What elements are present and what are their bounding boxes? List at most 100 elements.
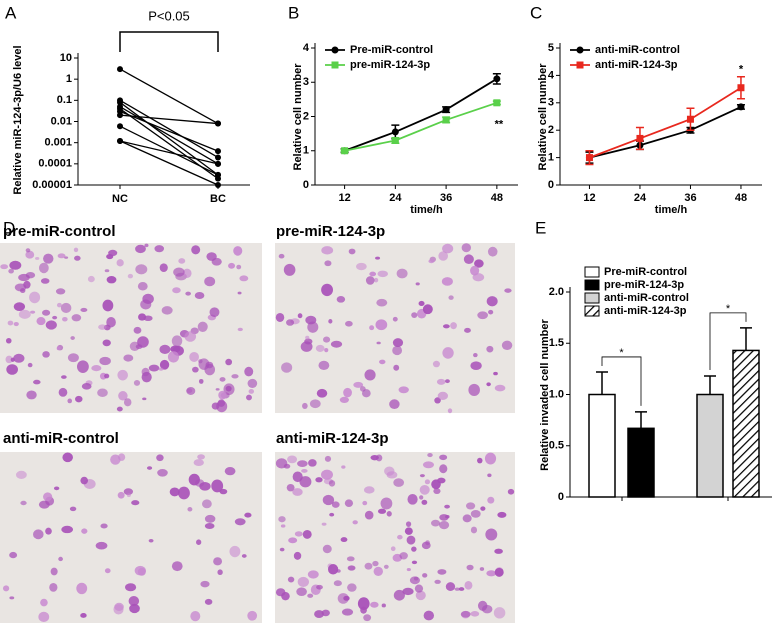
cell (275, 312, 285, 322)
cell (13, 302, 26, 311)
legend-label: Pre-miR-control (604, 266, 687, 278)
cell (158, 367, 164, 371)
cell (281, 362, 293, 373)
cell (297, 576, 309, 587)
y-tick-label: 0.001 (44, 137, 72, 149)
cell (36, 317, 46, 326)
cell (439, 454, 448, 461)
cell (406, 535, 416, 545)
cell (421, 499, 428, 505)
cell (293, 551, 302, 560)
cell (102, 339, 111, 347)
cell (6, 364, 18, 375)
point (737, 103, 745, 111)
cell (297, 460, 308, 467)
cell (463, 254, 474, 264)
cell (237, 291, 242, 295)
cell (458, 587, 465, 591)
cell (324, 348, 329, 353)
legend-swatch (584, 292, 600, 304)
cell (375, 454, 383, 462)
cell (80, 476, 89, 485)
cell (474, 259, 484, 268)
annotation: ** (495, 119, 504, 131)
cell (494, 384, 506, 392)
cell (80, 613, 87, 618)
x-tick-label: 36 (440, 192, 452, 204)
cell (357, 597, 370, 610)
cell (494, 567, 504, 577)
cell (171, 561, 183, 572)
cell (439, 464, 448, 474)
cell (247, 610, 258, 621)
cell (386, 511, 392, 517)
cell (95, 541, 108, 550)
cell (297, 313, 303, 319)
cell (204, 363, 216, 376)
cell (191, 245, 201, 255)
micrograph (275, 452, 515, 623)
x-tick-label: BC (210, 193, 226, 205)
panel-label: C (530, 3, 542, 22)
cell (102, 299, 114, 312)
bar (588, 393, 616, 498)
cell (126, 493, 131, 498)
cell (347, 565, 356, 571)
cell (370, 601, 379, 608)
cell (454, 587, 460, 591)
cell (324, 455, 332, 462)
cell (437, 569, 447, 575)
cell (307, 570, 319, 579)
point (737, 84, 745, 92)
cell (138, 313, 147, 321)
y-tick-label: 0.1 (57, 94, 72, 106)
cell (247, 378, 258, 388)
cell (307, 593, 314, 598)
cell (321, 283, 334, 297)
cell (362, 500, 368, 506)
cell (439, 520, 450, 530)
cell (445, 515, 450, 519)
cell (336, 296, 346, 303)
cell (67, 398, 73, 404)
y-tick-label: 3 (548, 97, 554, 109)
cell (35, 257, 40, 260)
cell (486, 296, 498, 307)
cell (450, 322, 457, 330)
cell (161, 306, 173, 315)
point (585, 154, 593, 162)
pair-line (119, 99, 219, 159)
cell (27, 362, 33, 368)
cell (477, 311, 488, 320)
cell (428, 259, 435, 264)
y-tick-label: 1 (66, 73, 72, 85)
error-bar (704, 375, 716, 395)
cell (234, 518, 246, 526)
cell (279, 547, 285, 552)
cell (369, 271, 377, 277)
y-tick-label: 0 (548, 179, 554, 191)
annotation: P<0.05 (148, 8, 190, 23)
error-bar (596, 371, 608, 395)
cell (431, 519, 441, 527)
cell (507, 488, 515, 495)
cell (445, 582, 456, 591)
cell (5, 355, 13, 364)
bracket (709, 312, 747, 371)
cell (278, 516, 286, 523)
cell (146, 466, 153, 470)
cell (71, 314, 82, 322)
point (215, 120, 221, 127)
cell (393, 478, 405, 487)
cell (5, 337, 12, 344)
bar (696, 393, 724, 498)
cell (204, 276, 216, 287)
cell (353, 381, 364, 388)
cell (301, 468, 308, 473)
cell (10, 357, 15, 362)
image-label: anti-miR-control (3, 430, 119, 447)
y-axis-label: Relative invaded cell number (539, 318, 551, 470)
cell (447, 408, 453, 414)
cell (466, 564, 474, 571)
